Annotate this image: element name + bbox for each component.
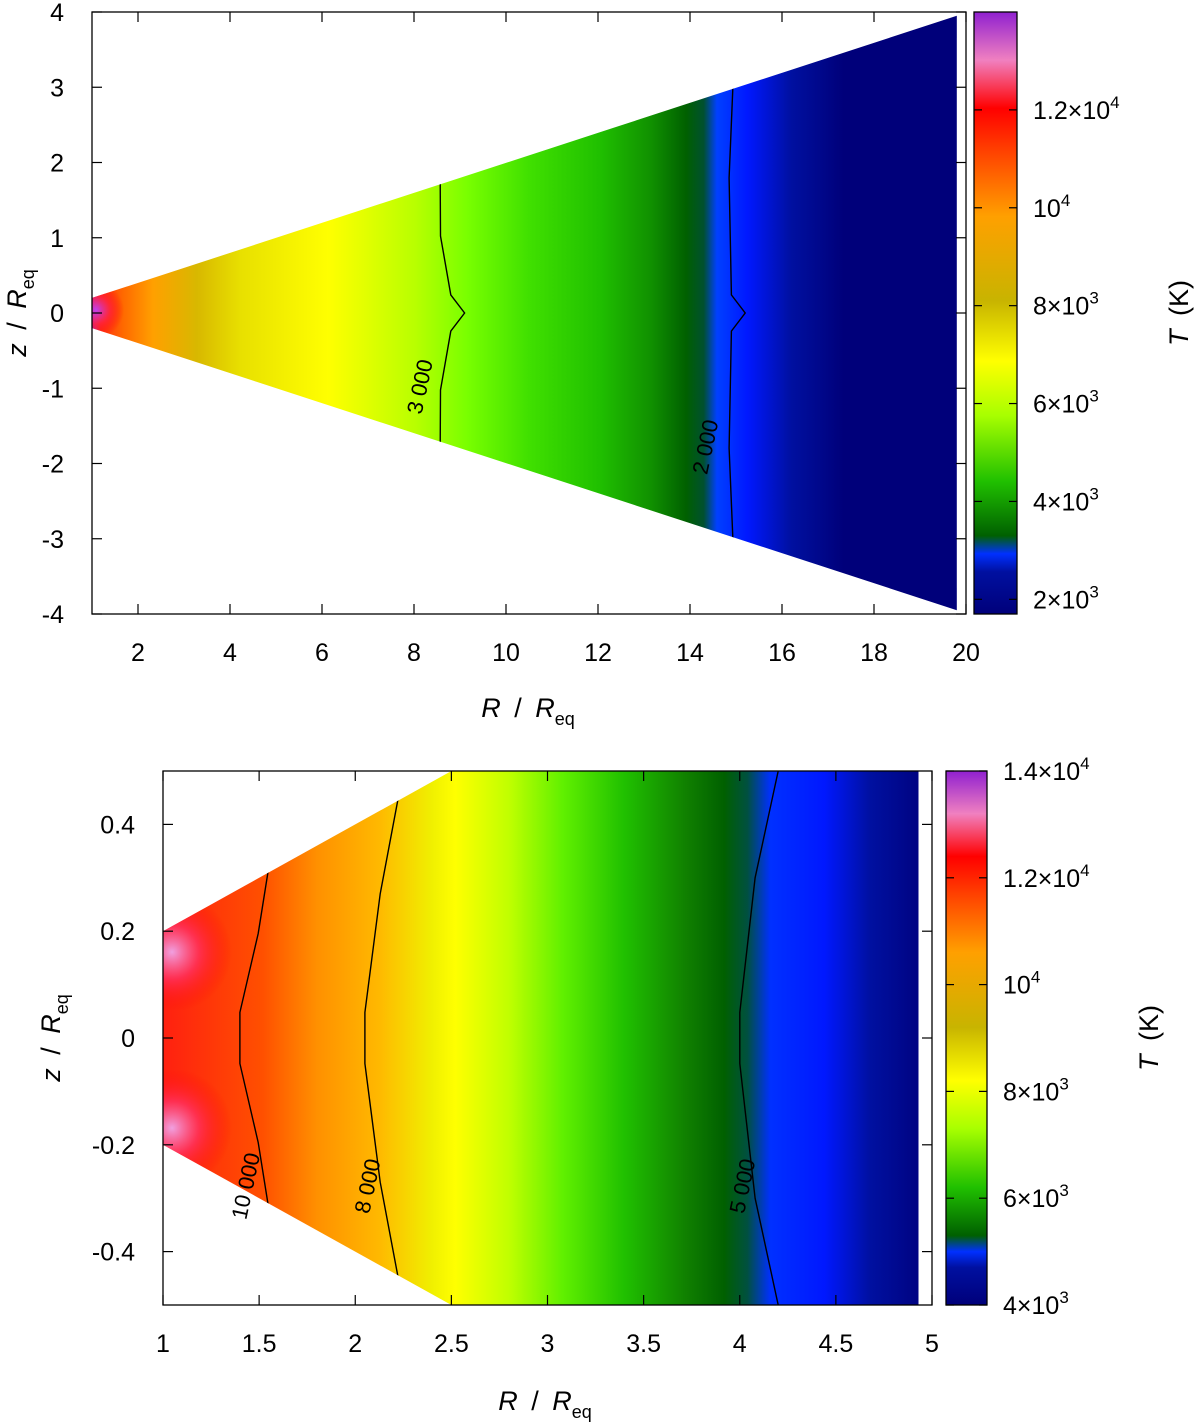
top-heatmap-fill [92, 15, 957, 611]
bot-xtick-label-8: 5 [925, 1330, 939, 1358]
top-ytick-label-2: 2 [50, 150, 64, 178]
top-cbar-tick-label-5: 2×103 [1033, 582, 1099, 614]
bottom-heatmap-hotspot-upper [163, 900, 263, 1010]
top-cbar-tick-label-0: 1.2×104 [1033, 93, 1120, 125]
top-xtick-label-3: 8 [407, 639, 421, 667]
bot-xtick-label-7: 4.5 [818, 1330, 853, 1358]
bot-xtick-label-4: 3 [541, 1330, 555, 1358]
top-xtick-label-7: 16 [768, 639, 796, 667]
top-colorbar-scale [973, 11, 1018, 615]
top-cbar-tick-label-1: 104 [1033, 191, 1070, 223]
bottom-x-axis-label: R / Req [498, 1386, 592, 1422]
bot-ytick-label-3: -0.2 [92, 1132, 135, 1160]
top-xtick-label-0: 2 [131, 639, 145, 667]
bot-xtick-label-6: 4 [733, 1330, 747, 1358]
bot-ytick-label-4: -0.4 [92, 1239, 135, 1267]
bot-cbar-tick-label-2: 104 [1003, 968, 1040, 1000]
bot-cbar-tick-label-5: 4×103 [1003, 1288, 1069, 1320]
bottom-y-axis-label: z / Req [36, 994, 72, 1083]
top-colorbar-label: T (K) [1164, 280, 1194, 346]
top-ytick-label-7: -3 [42, 526, 64, 554]
top-contour-line-2 [728, 15, 747, 611]
top-ytick-label-8: -4 [42, 601, 64, 629]
bot-contour-line-1 [239, 771, 285, 1305]
top-xtick-label-4: 10 [492, 639, 520, 667]
top-ytick-label-0: 4 [50, 0, 64, 27]
bot-ytick-label-1: 0.2 [100, 918, 135, 946]
bot-xtick-label-1: 1.5 [242, 1330, 277, 1358]
bot-xtick-label-0: 1 [156, 1330, 170, 1358]
top-contour-line-1 [438, 15, 466, 611]
top-xtick-label-8: 18 [860, 639, 888, 667]
bottom-heatmap [163, 771, 919, 1305]
bot-xtick-label-5: 3.5 [626, 1330, 661, 1358]
top-colorbar: 1.2×104 104 8×103 6×103 4×103 2×103 [973, 11, 1120, 615]
top-ytick-label-5: -1 [42, 375, 64, 403]
bot-xtick-label-2: 2 [348, 1330, 362, 1358]
top-heatmap [92, 15, 957, 611]
top-ytick-label-1: 3 [50, 74, 64, 102]
top-cbar-tick-label-2: 8×103 [1033, 289, 1099, 321]
bottom-panel: 1 1.5 2 2.5 3 3.5 4 4.5 5 0.40.20-0.2-0.4 10 000… [36, 754, 1164, 1422]
top-x-axis: 2 4 6 8 10 12 14 16 18 20 [131, 12, 980, 667]
top-cbar-tick-label-4: 4×103 [1033, 484, 1099, 516]
bottom-y-axis: 0.4 0.2 0 -0.2 -0.4 [92, 811, 932, 1267]
bot-cbar-tick-label-0: 1.4×104 [1003, 754, 1090, 786]
bot-cbar-tick-label-3: 8×103 [1003, 1074, 1069, 1106]
bottom-colorbar: 1.4×104 1.2×104 104 8×103 6×103 4×103 [945, 754, 1090, 1320]
top-ytick-label-3: 1 [50, 225, 64, 253]
bot-cbar-tick-label-4: 6×103 [1003, 1181, 1069, 1213]
bottom-colorbar-scale [945, 770, 988, 1306]
top-heatmap-hotspot [92, 280, 152, 340]
top-ytick-label-6: -2 [42, 451, 64, 479]
top-ytick-label-4: 0 [50, 300, 64, 328]
bot-ytick-label-2: 0 [121, 1025, 135, 1053]
bottom-colorbar-label: T (K) [1134, 1005, 1164, 1071]
bot-contour-line-3 [739, 771, 779, 1305]
top-y-axis: 4 3 2 1 0 -1 -2 -3 -4 [42, 0, 966, 629]
bot-xtick-label-3: 2.5 [434, 1330, 469, 1358]
top-xtick-label-2: 6 [315, 639, 329, 667]
bot-contour-line-2 [364, 771, 404, 1305]
top-x-axis-label: R / Req [481, 693, 575, 729]
bot-ytick-label-0: 0.4 [100, 811, 135, 839]
bottom-x-axis: 1 1.5 2 2.5 3 3.5 4 4.5 5 [156, 771, 939, 1358]
top-xtick-label-9: 20 [952, 639, 980, 667]
top-xtick-label-5: 12 [584, 639, 612, 667]
bot-cbar-tick-label-1: 1.2×104 [1003, 861, 1090, 893]
bottom-heatmap-fill [163, 771, 919, 1305]
top-cbar-tick-label-3: 6×103 [1033, 387, 1099, 419]
top-xtick-label-6: 14 [676, 639, 704, 667]
top-y-axis-label: z / Req [2, 269, 38, 358]
top-xtick-label-1: 4 [223, 639, 237, 667]
